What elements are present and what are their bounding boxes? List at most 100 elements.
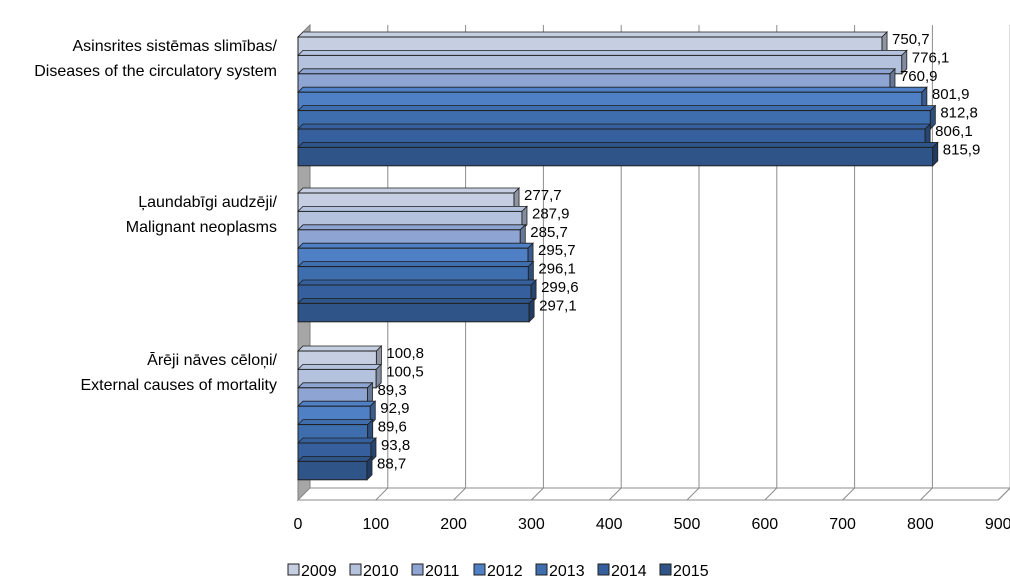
x-tick-label: 800 (907, 516, 934, 533)
data-label: 89,6 (378, 419, 407, 436)
bar-top (297, 345, 383, 352)
bar-top (297, 68, 896, 75)
bar (297, 141, 939, 167)
legend-item: 2010 (349, 563, 399, 580)
bar-front (297, 302, 530, 323)
bar-top (297, 50, 908, 56)
data-label: 88,7 (377, 455, 406, 472)
bar-top (297, 105, 937, 111)
data-label: 812,8 (940, 105, 978, 122)
gridline-floor (531, 487, 544, 501)
legend-item: 2009 (287, 563, 337, 580)
legend-label: 2014 (611, 563, 647, 580)
legend-label: 2009 (301, 563, 337, 580)
x-tick-label: 900 (985, 516, 1010, 533)
x-tick-label: 700 (829, 516, 856, 533)
legend-item: 2011 (411, 563, 460, 580)
category-labels: Asinsrites sistēmas slimības/Diseases of… (34, 38, 277, 394)
legend-label: 2012 (487, 563, 523, 580)
data-label: 760,9 (900, 68, 938, 85)
x-tick-label: 300 (518, 516, 545, 533)
data-label: 815,9 (943, 141, 981, 158)
category-label: External causes of mortality (80, 377, 277, 394)
gridline-floor (997, 487, 1010, 501)
legend-swatch (349, 563, 362, 576)
bar-top (297, 261, 535, 268)
legend-item: 2012 (473, 563, 523, 580)
legend-item: 2014 (597, 563, 647, 580)
bar-end (521, 205, 528, 231)
data-label: 776,1 (912, 49, 950, 66)
data-label: 287,9 (532, 205, 570, 222)
x-tick-label: 200 (440, 516, 467, 533)
bar-top (297, 242, 535, 249)
category-label: Ļaundabīgi audzēji/ (138, 194, 277, 211)
bar-end (901, 49, 908, 75)
legend-label: 2010 (363, 563, 399, 580)
bar-top (297, 400, 377, 407)
bar (297, 455, 373, 481)
legend: 2009 2010 2011 2012 2013 2014 2015 (287, 563, 709, 580)
bar-end (530, 279, 537, 305)
data-label: 750,7 (892, 31, 930, 48)
data-label: 299,6 (541, 279, 579, 296)
gridline-floor (764, 487, 778, 501)
bar-top (297, 31, 889, 38)
bar-top (297, 86, 928, 93)
legend-swatch (597, 563, 610, 576)
gridline-floor (842, 487, 855, 501)
data-label: 93,8 (381, 437, 410, 454)
bar-top (297, 224, 527, 231)
bar-top (297, 297, 536, 304)
bar-end (366, 455, 373, 481)
bar-top (297, 382, 374, 389)
data-label: 100,8 (386, 345, 424, 362)
x-tick-label: 400 (596, 516, 623, 533)
bar-top (297, 363, 383, 370)
gridline-floor (375, 487, 389, 501)
data-label: 277,7 (524, 187, 562, 204)
legend-swatch (473, 563, 486, 576)
legend-swatch (287, 563, 300, 576)
floor (296, 487, 1010, 501)
bar-top (297, 455, 373, 462)
category-label: Diseases of the circulatory system (34, 63, 277, 80)
legend-label: 2015 (673, 563, 709, 580)
bar-end (369, 400, 376, 426)
x-tick-label: 0 (294, 516, 303, 533)
legend-label: 2013 (549, 563, 585, 580)
data-label: 285,7 (530, 224, 568, 241)
bar-front (297, 146, 934, 167)
legend-item: 2013 (535, 563, 585, 580)
gridline-floor (453, 487, 466, 501)
bar-end (932, 141, 939, 167)
bar-end (370, 437, 377, 463)
data-label: 806,1 (935, 123, 973, 140)
legend-swatch (411, 563, 424, 576)
category-label: Asinsrites sistēmas slimības/ (73, 38, 278, 55)
bar-top (297, 419, 374, 426)
x-axis-ticks: 0 100 200 300 400 500 600 700 800 900 (294, 516, 1010, 533)
data-label: 801,9 (932, 86, 970, 103)
bar (297, 297, 536, 323)
gridline-floor (608, 487, 622, 501)
gridline-floor (686, 487, 700, 501)
bar-top (297, 187, 521, 194)
data-label: 100,5 (386, 363, 424, 380)
x-tick-label: 500 (674, 516, 701, 533)
legend-label: 2011 (425, 563, 460, 580)
bar-front (297, 460, 368, 481)
category-label: Ārēji nāves cēloņi/ (147, 351, 277, 369)
bar-end (929, 104, 936, 130)
x-tick-label: 100 (362, 516, 389, 533)
legend-swatch (659, 563, 672, 576)
data-label: 297,1 (539, 297, 577, 314)
data-label: 89,3 (377, 382, 406, 399)
data-label: 295,7 (538, 242, 576, 259)
bar-end (528, 297, 535, 323)
bar-top (297, 205, 528, 212)
data-label: 296,1 (538, 261, 576, 278)
x-tick-label: 600 (751, 516, 778, 533)
